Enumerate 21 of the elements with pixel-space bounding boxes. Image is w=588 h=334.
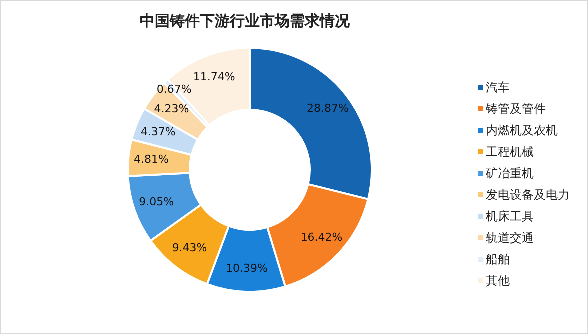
- legend-label: 轨道交通: [486, 230, 534, 245]
- data-label: 0.67%: [156, 83, 192, 96]
- data-label: 16.42%: [300, 231, 343, 244]
- data-label: 28.87%: [307, 102, 349, 116]
- data-label: 11.74%: [193, 70, 236, 84]
- data-label: 10.39%: [226, 262, 268, 275]
- data-label: 4.81%: [134, 153, 169, 166]
- legend-label: 船舶: [486, 252, 510, 266]
- legend-label: 矿冶重机: [485, 166, 534, 180]
- legend-label: 内燃机及农机: [486, 123, 558, 138]
- chart-title: 中国铸件下游行业市场需求情况: [140, 12, 351, 30]
- legend-label: 工程机械: [486, 144, 534, 159]
- legend-label: 汽车: [486, 80, 510, 94]
- data-label: 9.43%: [172, 242, 208, 255]
- data-label: 4.23%: [154, 102, 190, 116]
- data-label: 9.05%: [139, 196, 174, 209]
- legend-label: 机床工具: [486, 209, 534, 224]
- legend-label: 铸管及管件: [485, 102, 546, 116]
- data-label: 4.37%: [140, 126, 176, 139]
- legend-label: 发电设备及电力: [486, 188, 570, 202]
- legend-label: 其他: [486, 274, 510, 288]
